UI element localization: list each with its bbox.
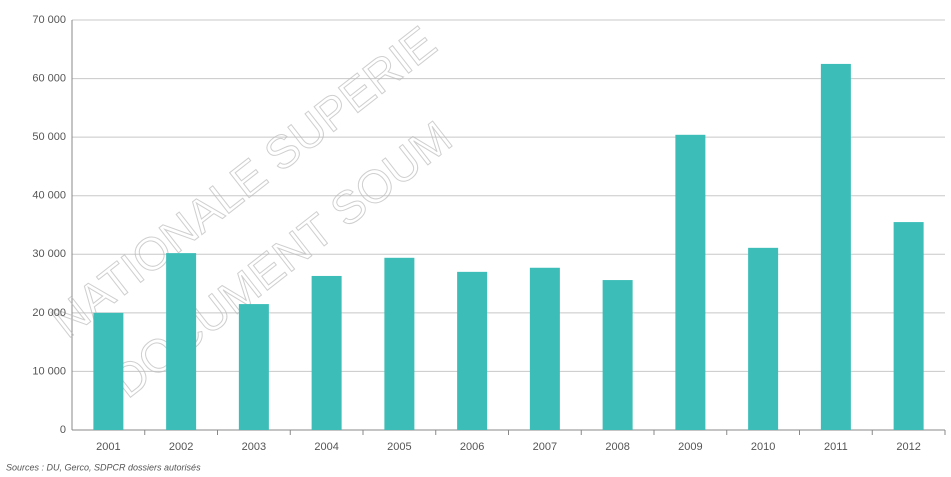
y-tick-label: 10 000 xyxy=(32,365,66,377)
y-tick-label: 60 000 xyxy=(32,72,66,84)
bar xyxy=(893,222,924,430)
bar xyxy=(529,267,560,430)
x-tick-label: 2007 xyxy=(533,441,557,453)
bar xyxy=(384,257,415,430)
bar xyxy=(311,275,342,430)
bar xyxy=(675,134,706,431)
x-tick-label: 2006 xyxy=(460,441,484,453)
x-tick-label: 2002 xyxy=(169,441,193,453)
y-tick-label: 30 000 xyxy=(32,248,66,260)
x-tick-label: 2012 xyxy=(896,441,920,453)
bar xyxy=(238,304,269,430)
y-tick-label: 50 000 xyxy=(32,131,66,143)
bar xyxy=(820,63,851,431)
y-tick-label: 40 000 xyxy=(32,190,66,202)
bar xyxy=(457,271,488,430)
x-tick-label: 2011 xyxy=(824,441,848,453)
source-note: Sources : DU, Gerco, SDPCR dossiers auto… xyxy=(6,462,201,472)
bar xyxy=(748,247,779,430)
y-tick-label: 20 000 xyxy=(32,307,66,319)
bar xyxy=(166,253,197,430)
x-tick-label: 2009 xyxy=(678,441,702,453)
x-tick-label: 2010 xyxy=(751,441,775,453)
x-tick-label: 2005 xyxy=(387,441,411,453)
x-tick-label: 2004 xyxy=(314,441,338,453)
y-tick-label: 0 xyxy=(60,424,66,436)
x-tick-label: 2008 xyxy=(605,441,629,453)
bar xyxy=(602,280,633,430)
y-tick-label: 70 000 xyxy=(32,14,66,26)
x-tick-label: 2001 xyxy=(96,441,120,453)
bar xyxy=(93,312,124,430)
x-tick-label: 2003 xyxy=(242,441,266,453)
